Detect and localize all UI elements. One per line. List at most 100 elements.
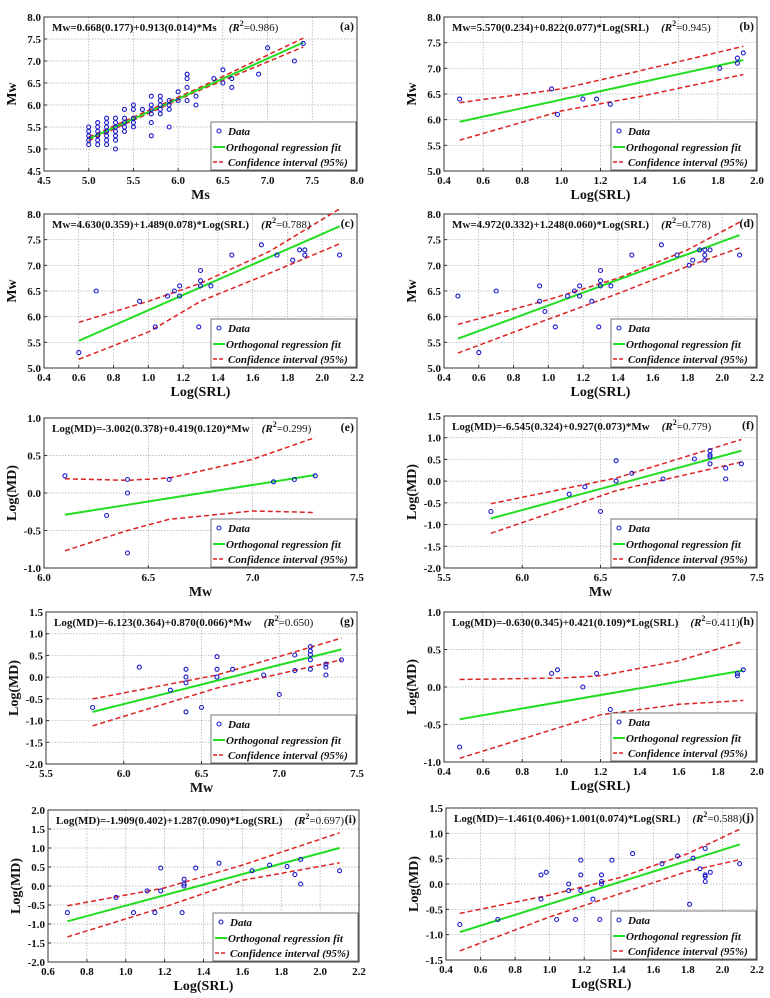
equation-text: Log(MD)=-1.909(0.402)+1.287(0.090)*Log(S… — [56, 815, 283, 827]
data-point — [707, 454, 713, 460]
legend-data-marker — [218, 919, 224, 925]
y-tick-label: 7.0 — [27, 260, 41, 272]
panel-a: 4.5 5.0 5.5 6.0 6.5 7.0 7.5 8.0 4.5 5.0 5.5 6.0 6.5 7… — [5, 12, 364, 203]
regression-equation: Log(MD)=-6.545(0.324)+0.927(0.073)*Mw (R2… — [452, 418, 712, 433]
data-point — [702, 872, 708, 878]
x-axis-label: Log(SRL) — [572, 977, 632, 992]
x-tick-label: 1.4 — [633, 766, 647, 778]
data-point — [594, 670, 600, 677]
y-tick-label: -1.5 — [26, 737, 44, 749]
legend-fit-label: Orthogonal regression fit — [226, 339, 342, 351]
panel-label: (g) — [340, 614, 354, 628]
legend: Data Orthogonal regression fit Confidence … — [212, 912, 359, 962]
y-tick-label: 2.0 — [31, 805, 45, 817]
data-point — [137, 298, 143, 304]
data-point — [580, 96, 586, 102]
ci-lower-line — [457, 247, 740, 354]
data-point — [597, 916, 603, 923]
ci-lower-line — [490, 461, 742, 535]
x-tick-label: 0.8 — [507, 372, 521, 384]
panel-label: (b) — [739, 19, 754, 33]
data-point — [93, 288, 99, 294]
legend-box — [610, 910, 757, 960]
data-point — [476, 350, 482, 356]
regression-equation: Log(MD)=-0.630(0.345)+0.421(0.109)*Log(S… — [452, 614, 740, 629]
r2-superscript: 2 — [273, 420, 277, 429]
legend-fit-label: Orthogonal regression fit — [228, 933, 344, 945]
regression-equation: Log(MD)=-1.909(0.402)+1.287(0.090)*Log(S… — [56, 812, 344, 827]
panel-j: 0.4 0.6 0.8 1.0 1.2 1.4 1.6 1.8 2.0 2.2 -1.5 -1.0 -0… — [407, 803, 764, 992]
y-tick-label: 7.0 — [427, 260, 441, 272]
r2-symbol: R — [264, 423, 272, 435]
data-point — [229, 76, 235, 82]
x-tick-label: 1.6 — [646, 964, 660, 976]
data-point — [208, 283, 214, 289]
data-point — [181, 883, 187, 889]
data-point — [302, 247, 308, 253]
r2-symbol: R — [297, 815, 305, 827]
data-point — [613, 478, 619, 484]
r2-superscript: 2 — [703, 810, 707, 819]
data-point — [157, 93, 163, 99]
y-tick-label: 5.5 — [27, 337, 41, 349]
data-point — [197, 283, 204, 289]
legend: Data Orthogonal regression fit Confidence … — [610, 910, 757, 960]
x-tick-label: 1.8 — [281, 372, 295, 384]
legend-data-label: Data — [627, 915, 651, 927]
y-tick-label: 7.5 — [427, 38, 441, 50]
regression-fit-line — [490, 449, 742, 520]
data-point — [214, 674, 220, 680]
r2-value: =0.411 — [705, 617, 736, 629]
data-point — [193, 102, 199, 108]
r2-close: ) — [707, 22, 711, 34]
regression-fit-line — [78, 225, 341, 342]
data-point — [121, 115, 128, 121]
x-tick-label: 1.0 — [119, 966, 133, 978]
data-point — [124, 490, 131, 496]
data-point — [124, 550, 131, 556]
grid — [444, 416, 757, 568]
y-tick-label: 1.5 — [427, 411, 441, 423]
x-tick-label: 7.0 — [261, 175, 275, 187]
x-axis-label: Log(SRL) — [571, 385, 631, 400]
y-tick-label: 7.0 — [27, 56, 41, 68]
data-point — [697, 247, 703, 253]
legend: Data Orthogonal regression fit Confidence … — [610, 712, 757, 762]
x-tick-label: 1.2 — [176, 372, 190, 384]
data-point — [537, 283, 543, 289]
data-point — [121, 128, 128, 134]
data-point — [488, 508, 494, 515]
x-tick-label: 0.4 — [439, 964, 453, 976]
data-point — [738, 461, 744, 467]
data-point — [690, 855, 696, 861]
x-tick-label: 0.6 — [472, 372, 486, 384]
data-point — [130, 910, 137, 916]
data-point — [121, 106, 128, 112]
data-point — [166, 476, 172, 483]
panel-label: (j) — [742, 810, 754, 824]
data-point — [104, 142, 110, 148]
data-point — [112, 146, 119, 152]
data-point — [197, 267, 204, 274]
data-point — [549, 670, 555, 677]
data-point — [707, 247, 713, 253]
x-tick-label: 2.2 — [750, 372, 764, 384]
x-axis-label: Log(SRL) — [174, 979, 234, 994]
data-point — [166, 98, 172, 104]
r2-superscript: 2 — [240, 19, 244, 28]
data-point — [104, 133, 110, 139]
ci-lower-line — [67, 862, 340, 938]
data-point — [270, 479, 277, 485]
data-point — [112, 133, 119, 139]
data-point — [298, 856, 304, 862]
legend-data-label: Data — [627, 126, 651, 138]
ci-upper-line — [67, 832, 340, 907]
data-point — [578, 888, 584, 894]
data-point — [457, 96, 463, 102]
data-point — [112, 137, 119, 143]
equation-text: Log(MD)=-1.461(0.406)+1.001(0.074)*Log(S… — [454, 813, 681, 825]
x-tick-label: 0.8 — [80, 966, 94, 978]
x-tick-label: 1.4 — [611, 372, 625, 384]
data-point — [597, 267, 604, 274]
data-point — [267, 862, 273, 868]
